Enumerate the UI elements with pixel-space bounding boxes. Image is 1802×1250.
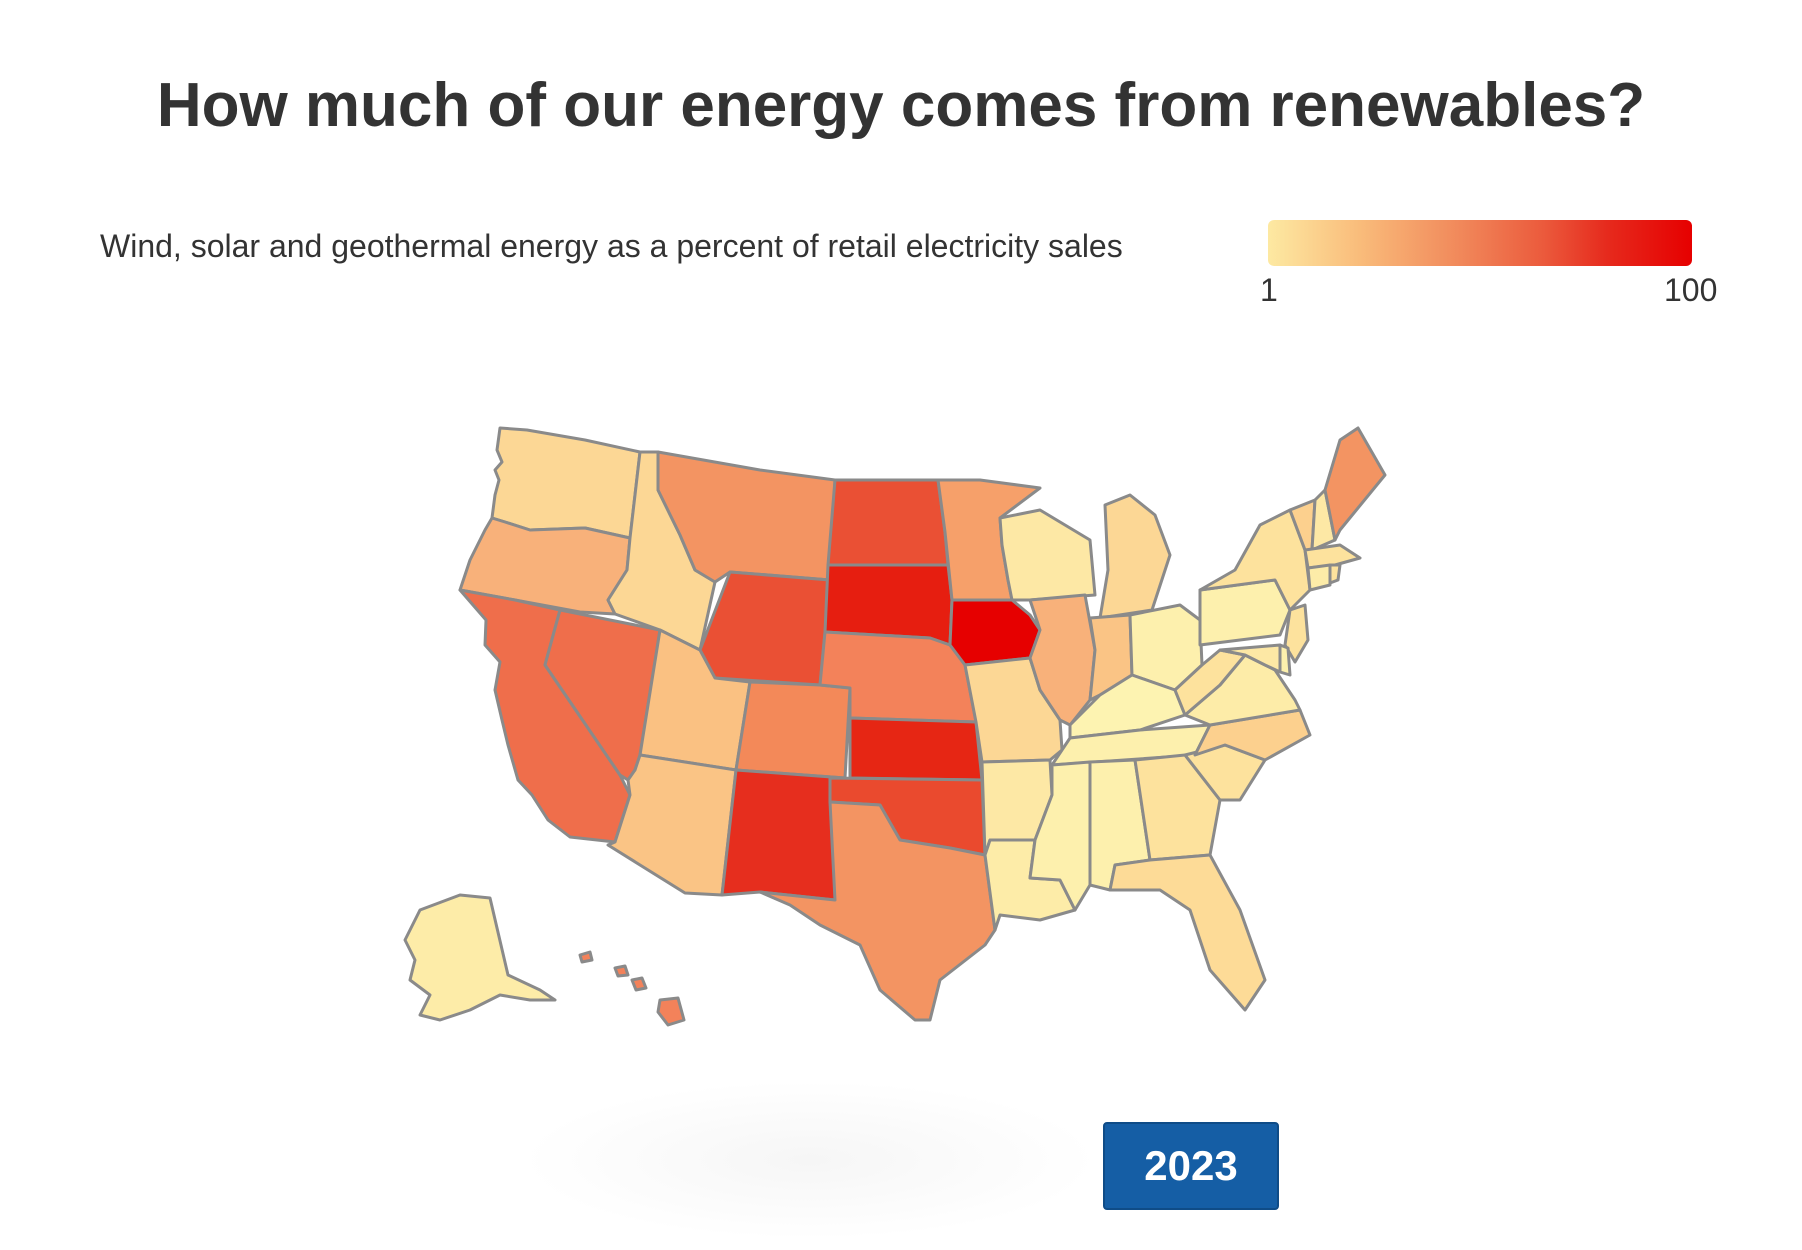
state-alaska[interactable]: Alaska	[403, 893, 557, 1022]
state-pennsylvania[interactable]: Pennsylvania	[1198, 578, 1292, 647]
legend-max-value: 100	[1664, 272, 1718, 308]
state-texas[interactable]: Texas	[758, 800, 997, 1022]
state-new-mexico[interactable]: New Mexico	[720, 768, 847, 902]
state-michigan[interactable]: Michigan	[1098, 493, 1172, 620]
state-wisconsin[interactable]: Wisconsin	[998, 508, 1097, 602]
state-north-dakota[interactable]: North Dakota	[826, 478, 950, 567]
chart-title: How much of our energy comes from renewa…	[156, 71, 1646, 140]
state-iowa[interactable]: Iowa	[948, 598, 1042, 667]
state-maryland[interactable]: Maryland	[1218, 643, 1282, 674]
state-florida[interactable]: Florida	[1108, 853, 1267, 1012]
state-new-jersey[interactable]: New Jersey	[1283, 603, 1310, 664]
legend-min-value: 1	[1260, 272, 1278, 308]
state-hawaii[interactable]: Hawaii	[578, 950, 686, 1027]
year-button[interactable]: 2023	[1103, 1122, 1279, 1210]
state-georgia[interactable]: Georgia	[1133, 753, 1222, 862]
state-washington[interactable]: Washington	[490, 426, 642, 540]
legend-label: Wind, solar and geothermal energy as a p…	[100, 228, 1123, 264]
state-maine[interactable]: Maine	[1323, 426, 1387, 542]
state-connecticut[interactable]: Connecticut	[1306, 563, 1332, 592]
state-wyoming[interactable]: Wyoming	[698, 570, 832, 687]
state-kansas[interactable]: Kansas	[848, 716, 984, 782]
state-massachusetts[interactable]: Massachusetts	[1303, 543, 1362, 570]
legend-color-scale	[1268, 220, 1692, 266]
slider-track-fade	[520, 1080, 1100, 1240]
us-choropleth-map: Washington Oregon California Nevada Idah…	[403, 426, 1387, 1027]
state-colorado[interactable]: Colorado	[734, 680, 852, 780]
state-montana[interactable]: Montana	[656, 450, 837, 584]
state-rhode-island[interactable]: Rhode Island	[1328, 563, 1342, 585]
